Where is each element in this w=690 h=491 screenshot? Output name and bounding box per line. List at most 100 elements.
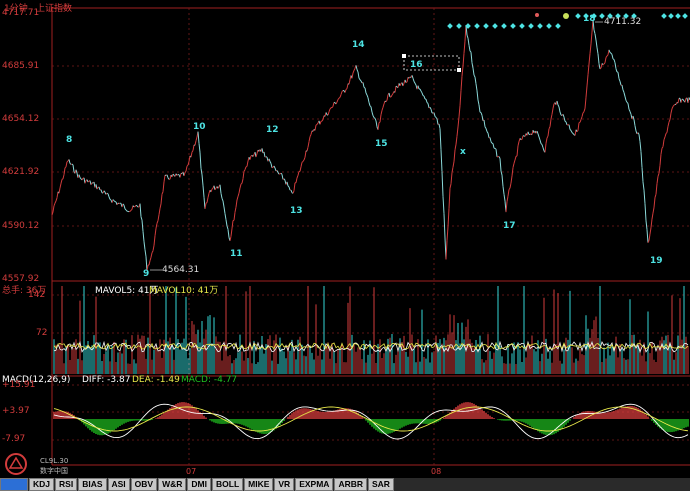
price-segment: [485, 128, 488, 132]
selection-handle-left[interactable]: [402, 54, 406, 58]
price-segment: [581, 112, 584, 117]
tab-obv[interactable]: OBV: [130, 478, 158, 491]
tab-sar[interactable]: SAR: [368, 478, 394, 491]
price-segment: [492, 143, 495, 149]
price-axis-label: 4717.71: [2, 8, 40, 18]
price-segment: [426, 102, 429, 104]
signal-marker: [675, 13, 681, 19]
tab-kdj[interactable]: KDJ: [29, 478, 55, 491]
price-segment: [158, 208, 161, 215]
price-segment: [596, 47, 599, 54]
price-segment: [456, 126, 459, 137]
price-segment: [131, 205, 134, 210]
price-segment: [255, 153, 258, 158]
tab-wr[interactable]: W&R: [158, 478, 187, 491]
price-segment: [423, 95, 426, 100]
price-segment: [263, 151, 266, 158]
price-segment: [338, 96, 341, 99]
price-segment: [611, 54, 614, 60]
wave-label: 9: [143, 269, 150, 279]
price-segment: [508, 187, 511, 190]
price-segment: [402, 83, 405, 87]
price-segment: [379, 114, 382, 123]
price-segment: [502, 186, 505, 195]
price-segment: [609, 52, 612, 54]
price-segment: [362, 82, 365, 88]
price-segment: [268, 158, 271, 162]
price-segment: [513, 159, 516, 164]
tab-mike[interactable]: MIKE: [244, 478, 274, 491]
price-segment: [471, 62, 474, 69]
price-axis-label: 4590.12: [2, 221, 40, 231]
tab-expma[interactable]: EXPMA: [295, 478, 334, 491]
tab-asi[interactable]: ASI: [107, 478, 130, 491]
tab-arbr[interactable]: ARBR: [334, 478, 367, 491]
tab-boll[interactable]: BOLL: [212, 478, 244, 491]
price-segment: [469, 50, 472, 53]
price-segment: [314, 125, 317, 131]
price-segment: [352, 70, 355, 74]
volume-ma10: MAVOL10: 41万: [149, 286, 219, 296]
macd-axis-label: +3.97: [2, 406, 30, 416]
price-segment: [279, 172, 282, 175]
price-segment: [626, 101, 629, 104]
tab-rsi[interactable]: RSI: [55, 478, 78, 491]
price-axis-label: 4685.91: [2, 61, 40, 71]
price-segment: [331, 106, 334, 108]
price-segment: [547, 128, 550, 137]
price-segment: [475, 83, 478, 91]
price-segment: [203, 197, 206, 209]
tab-vr[interactable]: VR: [274, 478, 295, 491]
price-segment: [194, 140, 197, 146]
tab-dmi[interactable]: DMI: [187, 478, 211, 491]
price-segment: [652, 207, 655, 214]
price-segment: [339, 94, 342, 98]
price-segment: [417, 85, 420, 90]
price-segment: [511, 167, 514, 176]
price-segment: [600, 63, 603, 69]
price-segment: [236, 196, 239, 201]
price-segment: [563, 116, 566, 122]
price-segment: [430, 108, 433, 113]
price-segment: [659, 154, 662, 166]
price-segment: [122, 203, 125, 206]
price-segment: [66, 160, 69, 163]
brand-logo: [2, 452, 38, 482]
wave-label: 13: [290, 206, 303, 216]
price-segment: [142, 231, 145, 242]
price-segments: [51, 19, 690, 272]
price-segment: [613, 59, 616, 63]
price-segment: [512, 163, 515, 168]
price-segment: [106, 192, 109, 195]
price-segment: [451, 167, 454, 173]
price-segment: [442, 196, 445, 214]
price-segment: [325, 112, 328, 115]
price-segment: [473, 74, 476, 78]
price-segment: [656, 176, 659, 184]
price-segment: [427, 103, 430, 109]
price-segment: [484, 126, 487, 129]
price-segment: [654, 194, 657, 198]
price-segment: [587, 63, 590, 75]
price-segment: [144, 249, 147, 257]
price-segment: [552, 103, 555, 109]
price-segment: [474, 77, 477, 84]
price-segment: [664, 133, 667, 138]
price-segment: [355, 65, 358, 70]
price-segment: [191, 150, 194, 153]
price-segment: [351, 72, 354, 79]
tab-selector[interactable]: [0, 478, 28, 491]
tab-bias[interactable]: BIAS: [78, 478, 107, 491]
price-segment: [123, 205, 126, 209]
price-segment: [98, 186, 101, 191]
selection-box[interactable]: [403, 55, 460, 71]
price-segment: [373, 117, 376, 119]
price-segment: [210, 188, 213, 193]
period-label[interactable]: 1分钟: [4, 4, 28, 14]
price-segment: [481, 115, 484, 121]
selection-handle-right[interactable]: [457, 68, 461, 72]
price-segment: [130, 208, 133, 211]
price-segment: [466, 34, 469, 39]
price-segment: [455, 136, 458, 145]
